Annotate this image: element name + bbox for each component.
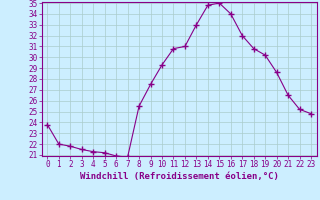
- X-axis label: Windchill (Refroidissement éolien,°C): Windchill (Refroidissement éolien,°C): [80, 172, 279, 181]
